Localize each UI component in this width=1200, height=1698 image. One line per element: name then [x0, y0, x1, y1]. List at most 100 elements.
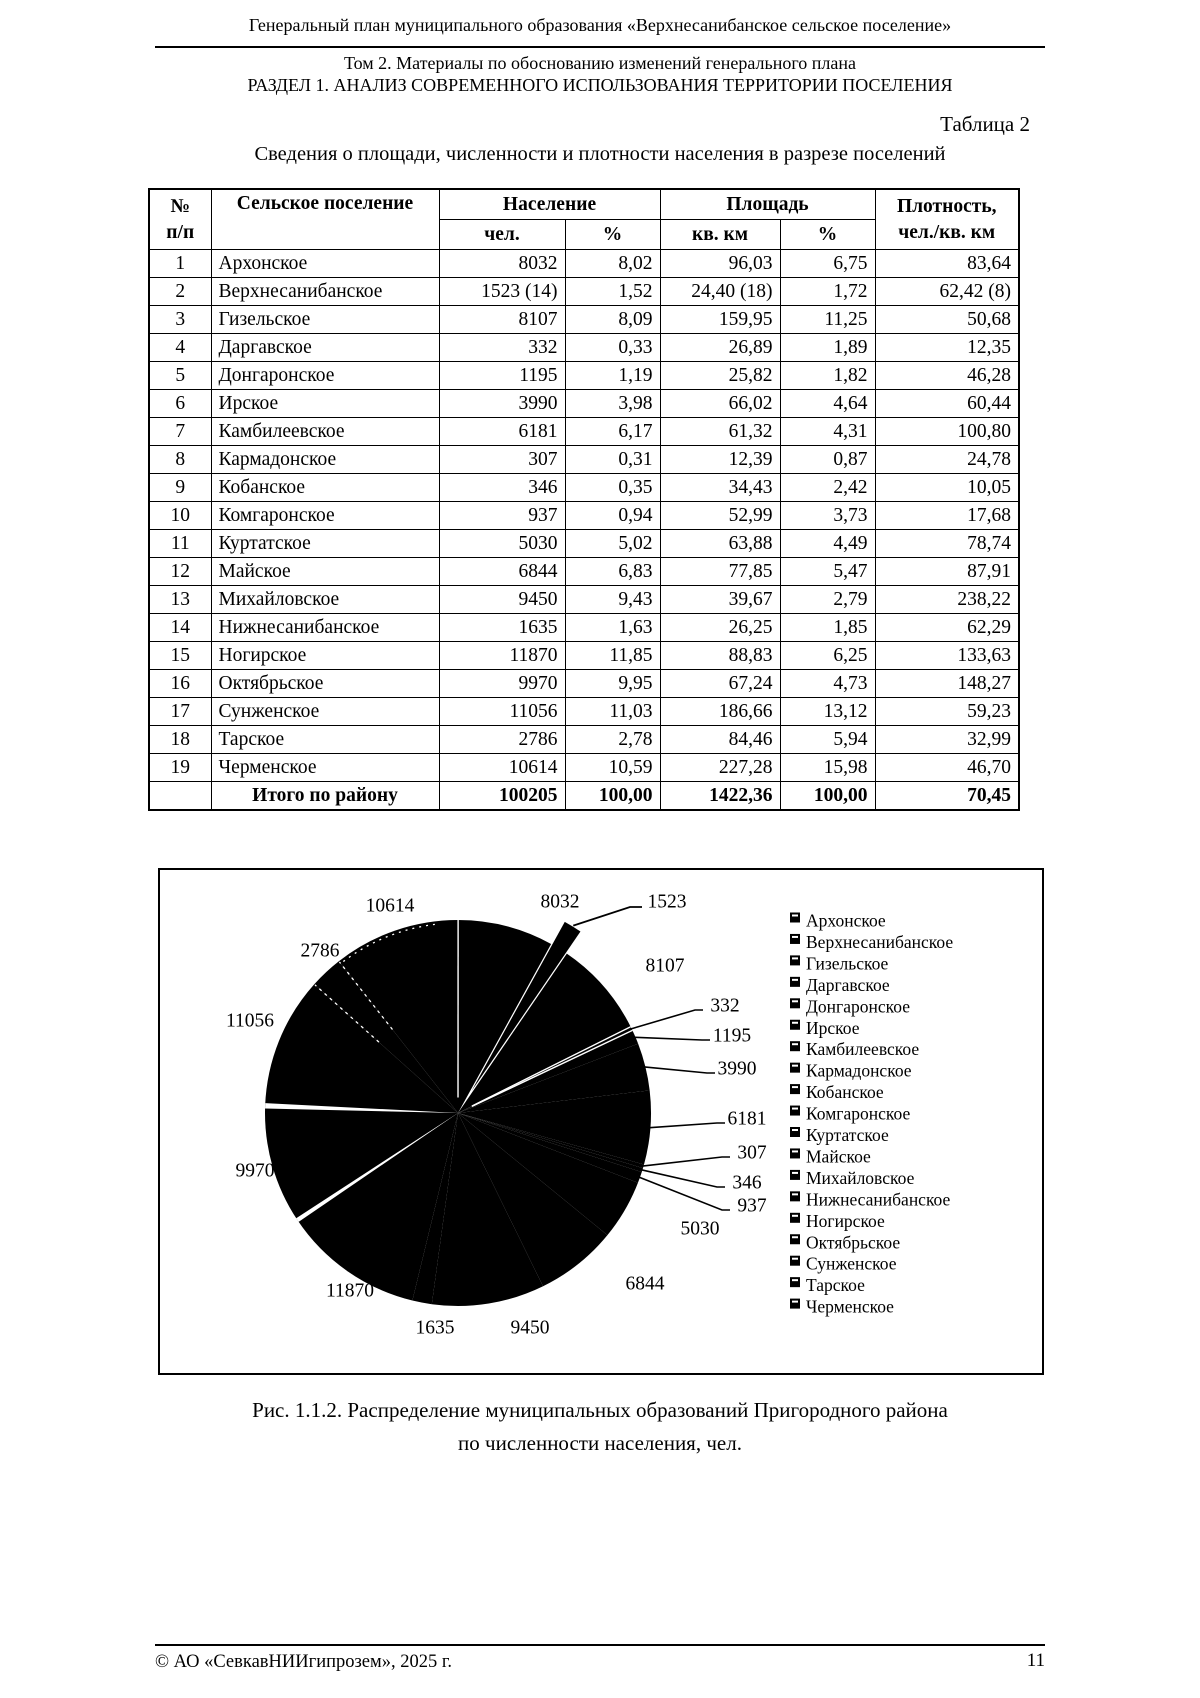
table-cell: Октябрьское — [210, 669, 440, 698]
table-cell: 52,99 — [659, 501, 781, 530]
table-cell: 307 — [438, 445, 566, 474]
pie-data-label: 8032 — [541, 892, 580, 913]
table-cell: Архонское — [210, 249, 440, 278]
table-cell: 10614 — [438, 753, 566, 782]
table-row: 10 Комгаронское 937 0,94 52,99 3,73 17,68 — [148, 501, 1020, 530]
table-cell: 9,43 — [564, 585, 661, 614]
col-header-pop-pct: % — [564, 219, 661, 250]
legend-marker-pattern — [792, 1021, 798, 1024]
table-cell: 11870 — [438, 641, 566, 670]
table-cell: 32,99 — [874, 725, 1020, 754]
table-cell: 25,82 — [659, 361, 781, 390]
legend-label: Архонское — [806, 911, 886, 931]
table-cell: 0,31 — [564, 445, 661, 474]
table-cell: 9450 — [438, 585, 566, 614]
legend-marker-square — [790, 1062, 800, 1073]
legend-marker-square — [790, 1019, 800, 1030]
table-cell: 46,70 — [874, 753, 1020, 782]
table-row: 18 Тарское 2786 2,78 84,46 5,94 32,99 — [148, 725, 1020, 754]
table-cell: 78,74 — [874, 529, 1020, 558]
table-row: 3 Гизельское 8107 8,09 159,95 11,25 50,68 — [148, 305, 1020, 334]
figure-caption: Рис. 1.1.2. Распределение муниципальных … — [155, 1394, 1045, 1460]
pie-slice — [412, 1113, 458, 1305]
table-cell: 15 — [148, 641, 212, 670]
table-row: 11 Куртатское 5030 5,02 63,88 4,49 78,74 — [148, 529, 1020, 558]
legend-label: Верхнесанибанское — [806, 932, 953, 952]
legend-label: Октябрьское — [806, 1232, 900, 1252]
legend-marker-pattern — [792, 957, 798, 960]
label-leader-line — [649, 1122, 725, 1129]
pie-data-label: 332 — [710, 996, 739, 1017]
pie-slice — [458, 1090, 651, 1165]
pie-data-label: 1635 — [416, 1318, 455, 1339]
table-cell: 1,82 — [779, 361, 876, 390]
legend-label: Гизельское — [806, 953, 889, 973]
table-cell: 2,42 — [779, 473, 876, 502]
legend-marker-square — [790, 933, 800, 944]
table-cell — [148, 781, 212, 811]
footer-copyright: © АО «СевкавНИИгипрозем», 2025 г. — [155, 1652, 452, 1672]
pie-slice — [458, 1113, 643, 1173]
pie-slice — [265, 1105, 458, 1221]
table-row: 6 Ирское 3990 3,98 66,02 4,64 60,44 — [148, 389, 1020, 418]
pie-data-label: 2786 — [301, 941, 340, 962]
pie-data-label: 3990 — [718, 1059, 757, 1080]
table-cell: 61,32 — [659, 417, 781, 446]
table-cell: 8032 — [438, 249, 566, 278]
table-cell: 5,94 — [779, 725, 876, 754]
legend-label: Даргавское — [806, 975, 890, 995]
table-cell: 148,27 — [874, 669, 1020, 698]
table-cell: 7 — [148, 417, 212, 446]
table-cell: 60,44 — [874, 389, 1020, 418]
table-cell: 1 — [148, 249, 212, 278]
table-cell: Кармадонское — [210, 445, 440, 474]
legend-marker-square — [790, 955, 800, 966]
pie-data-label: 307 — [737, 1143, 767, 1164]
table-cell: 88,83 — [659, 641, 781, 670]
table-cell: 10,05 — [874, 473, 1020, 502]
table-cell: 2 — [148, 277, 212, 306]
table-row: 1 Архонское 8032 8,02 96,03 6,75 83,64 — [148, 249, 1020, 278]
table-cell: 87,91 — [874, 557, 1020, 586]
table-cell: 14 — [148, 613, 212, 642]
legend-marker-square — [790, 1169, 800, 1180]
legend-label: Ирское — [806, 1018, 860, 1038]
legend-marker-pattern — [792, 1043, 798, 1046]
table-cell: 11,85 — [564, 641, 661, 670]
table-cell: 70,45 — [874, 781, 1020, 811]
table-cell: 0,87 — [779, 445, 876, 474]
pie-data-label: 11870 — [326, 1281, 374, 1302]
table-row: 2 Верхнесанибанское 1523 (14) 1,52 24,40 (18… — [148, 277, 1020, 306]
pie-slice — [458, 1113, 644, 1169]
table-cell: 62,29 — [874, 613, 1020, 642]
table-total-row: Итого по району 100205 100,00 1422,36 100,00… — [148, 781, 1020, 811]
table-row: 7 Камбилеевское 6181 6,17 61,32 4,31 100,80 — [148, 417, 1020, 446]
table-row: 14 Нижнесанибанское 1635 1,63 26,25 1,85 62,29 — [148, 613, 1020, 642]
pie-data-label: 11056 — [226, 1011, 274, 1032]
table-cell: 19 — [148, 753, 212, 782]
table-row: 12 Майское 6844 6,83 77,85 5,47 87,91 — [148, 557, 1020, 586]
legend-marker-square — [790, 1148, 800, 1159]
table-cell: 937 — [438, 501, 566, 530]
slice-separator-dashed — [338, 961, 393, 1030]
table-cell: 5 — [148, 361, 212, 390]
table-cell: 2,79 — [779, 585, 876, 614]
legend-marker-pattern — [792, 1257, 798, 1260]
table-cell: 0,94 — [564, 501, 661, 530]
table-cell: 6 — [148, 389, 212, 418]
pie-data-label: 1523 — [648, 892, 687, 913]
rim-dashed-arc — [342, 923, 435, 963]
pie-data-label: 8107 — [646, 956, 685, 977]
table-cell: Верхнесанибанское — [210, 277, 440, 306]
footer-page-number: 11 — [1026, 1650, 1045, 1671]
table-cell: 3 — [148, 305, 212, 334]
table-cell: 11,03 — [564, 697, 661, 726]
table-cell: 34,43 — [659, 473, 781, 502]
table-cell: Кобанское — [210, 473, 440, 502]
table-cell: 6844 — [438, 557, 566, 586]
table-cell: Итого по району — [210, 781, 440, 811]
pie-data-label: 346 — [732, 1173, 762, 1194]
table-row: 9 Кобанское 346 0,35 34,43 2,42 10,05 — [148, 473, 1020, 502]
figure-caption-line1: Рис. 1.1.2. Распределение муниципальных … — [252, 1398, 948, 1422]
table-cell: Сунженское — [210, 697, 440, 726]
